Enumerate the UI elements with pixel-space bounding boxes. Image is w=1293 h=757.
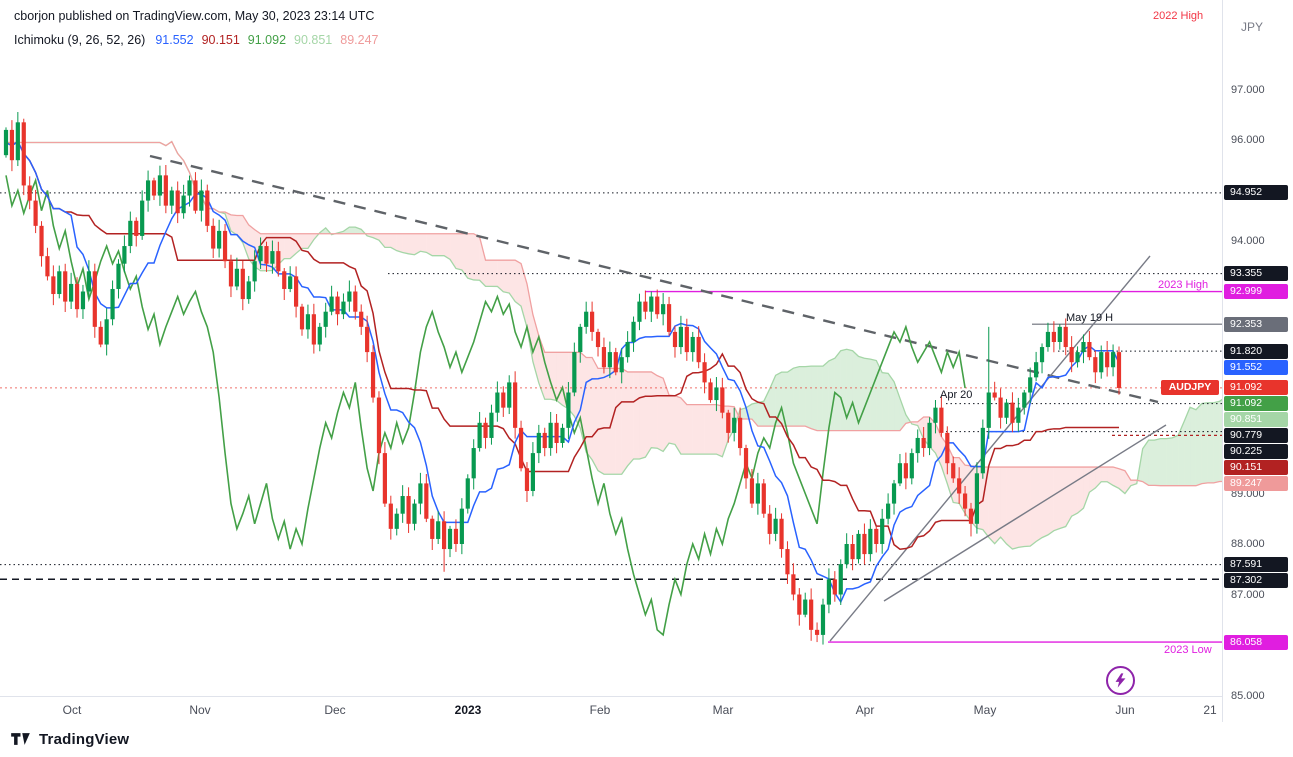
price-tick: 85.000	[1231, 689, 1265, 702]
price-badge: 90.151	[1224, 460, 1288, 476]
attribution-text: cborjon published on TradingView.com, Ma…	[14, 9, 375, 23]
price-badge: 91.552	[1224, 359, 1288, 375]
price-badge: 87.302	[1224, 573, 1288, 589]
indicator-value: 91.552	[155, 33, 194, 47]
chart-annotation: Apr 20	[940, 389, 973, 401]
chart-canvas[interactable]	[0, 0, 1222, 757]
indicator-value: 89.247	[340, 33, 379, 47]
footer[interactable]: TradingView	[10, 730, 129, 748]
indicator-value: 90.151	[201, 33, 240, 47]
price-badge: 90.225	[1224, 444, 1288, 460]
price-badge: 86.058	[1224, 634, 1288, 650]
brand-name: TradingView	[39, 730, 130, 748]
lightning-icon	[1115, 673, 1126, 688]
symbol-badge: AUDJPY	[1161, 380, 1219, 396]
currency-label: JPY	[1241, 20, 1264, 34]
price-tick: 96.000	[1231, 134, 1265, 146]
kijun-line[interactable]	[5, 140, 1119, 551]
price-tick: 88.000	[1231, 538, 1265, 550]
indicator-name: Ichimoku (9, 26, 52, 26)	[14, 33, 146, 47]
price-badge: 92.999	[1224, 284, 1288, 300]
time-axis-label: Feb	[589, 703, 611, 717]
indicator-value: 91.092	[247, 33, 287, 47]
chart-annotation: May 19 H	[1066, 312, 1114, 324]
time-axis-label: Jun	[1115, 703, 1135, 717]
chart-annotation: 2022 High	[1153, 10, 1204, 22]
plot-area[interactable]	[0, 112, 1222, 645]
time-axis-label: Dec	[324, 703, 346, 717]
price-badge: 94.952	[1224, 185, 1288, 201]
price-tick: 97.000	[1231, 83, 1265, 96]
tradingview-logo	[11, 733, 30, 745]
price-axis[interactable]: JPY 97.000 96.000 94.000 89.000 88.000 87.000…	[1222, 0, 1293, 722]
time-axis-label: 21	[1203, 703, 1217, 717]
trendline[interactable]	[829, 255, 1151, 642]
time-axis-label: Nov	[189, 703, 211, 717]
price-badge: 91.820	[1224, 343, 1288, 359]
price-tick: 87.000	[1231, 588, 1265, 601]
price-badge: 93.355	[1224, 266, 1288, 282]
trendline[interactable]	[883, 424, 1167, 602]
time-axis-label: Oct	[62, 703, 82, 717]
candles[interactable]	[3, 112, 1122, 645]
price-badge: 90.851	[1224, 412, 1288, 428]
chart-annotation: 2023 High	[1158, 279, 1209, 291]
time-axis-label: 2023	[454, 703, 482, 717]
price-badge: 90.779	[1224, 428, 1288, 444]
time-axis-label: Mar	[712, 703, 734, 717]
time-axis-label: Apr	[855, 703, 875, 717]
time-axis-label: May	[973, 703, 997, 717]
flash-button[interactable]	[1106, 666, 1135, 695]
chart-annotation: 2023 Low	[1164, 644, 1212, 656]
indicator-value: 90.851	[294, 33, 333, 47]
price-tick: 94.000	[1231, 235, 1265, 247]
trendline[interactable]	[149, 154, 1159, 404]
price-badge: 87.591	[1224, 557, 1288, 573]
indicator-legend[interactable]: Ichimoku (9, 26, 52, 26) 91.552 90.151 91.0…	[14, 33, 387, 47]
price-badge: 91.092	[1224, 380, 1288, 396]
price-badge: 92.353	[1224, 316, 1288, 332]
lead-b-line[interactable]	[6, 140, 1222, 487]
price-badge: 89.247	[1224, 476, 1288, 492]
chikou-line[interactable]	[5, 175, 966, 637]
price-badge: 91.092	[1224, 396, 1288, 412]
time-axis[interactable]: Oct Nov Dec 2023 Feb Mar Apr May Jun 21	[0, 696, 1222, 723]
